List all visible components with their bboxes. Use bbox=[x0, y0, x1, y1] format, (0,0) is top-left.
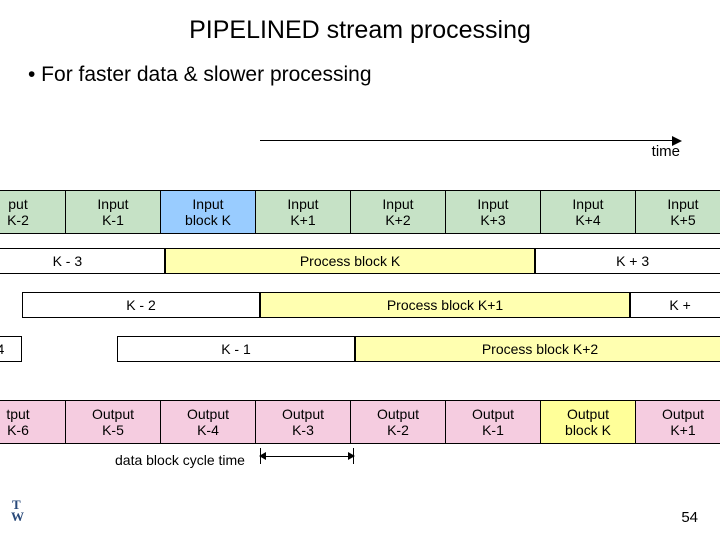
process-row-1: K - 3Process block KK + 3 bbox=[0, 248, 720, 278]
process-row-3: - 4 K - 1Process block K+2 bbox=[0, 336, 720, 366]
input-cell: Inputblock K bbox=[160, 190, 256, 234]
output-row: tputK-6OutputK-5OutputK-4OutputK-3Output… bbox=[0, 400, 720, 444]
output-cell: OutputK+1 bbox=[635, 400, 720, 444]
wait-stage: K + bbox=[630, 292, 720, 318]
wait-stage: K - 2 bbox=[22, 292, 260, 318]
input-cell: InputK-1 bbox=[65, 190, 161, 234]
svg-text:W: W bbox=[11, 509, 24, 523]
input-cell: InputK+1 bbox=[255, 190, 351, 234]
input-cell: InputK+3 bbox=[445, 190, 541, 234]
wait-stage: K + 3 bbox=[535, 248, 720, 274]
page-title: PIPELINED stream processing bbox=[0, 0, 720, 45]
output-cell: OutputK-3 bbox=[255, 400, 351, 444]
input-cell: InputK+4 bbox=[540, 190, 636, 234]
input-cell: InputK+5 bbox=[635, 190, 720, 234]
process-stage: Process block K+1 bbox=[260, 292, 631, 318]
output-cell: OutputK-2 bbox=[350, 400, 446, 444]
input-cell: putK-2 bbox=[0, 190, 66, 234]
time-label: time bbox=[260, 143, 680, 160]
process-row-2: K - 2Process block K+1K + bbox=[0, 292, 720, 322]
wait-stage: K - 1 bbox=[117, 336, 355, 362]
bullet-text: • For faster data & slower processing bbox=[28, 63, 720, 87]
process-stage: Process block K bbox=[165, 248, 536, 274]
logo-icon: T W bbox=[10, 497, 28, 528]
page-number: 54 bbox=[681, 509, 698, 526]
wait-stage: K - 3 bbox=[0, 248, 165, 274]
wait-stage: - 4 bbox=[0, 336, 22, 362]
process-stage: Process block K+2 bbox=[355, 336, 720, 362]
time-arrow: time bbox=[260, 140, 680, 160]
input-cell: InputK+2 bbox=[350, 190, 446, 234]
output-cell: OutputK-5 bbox=[65, 400, 161, 444]
output-cell: OutputK-1 bbox=[445, 400, 541, 444]
output-cell: Outputblock K bbox=[540, 400, 636, 444]
cycle-time-marker bbox=[260, 448, 354, 466]
output-cell: OutputK-4 bbox=[160, 400, 256, 444]
output-cell: tputK-6 bbox=[0, 400, 66, 444]
input-row: putK-2InputK-1Inputblock KInputK+1InputK… bbox=[0, 190, 720, 234]
